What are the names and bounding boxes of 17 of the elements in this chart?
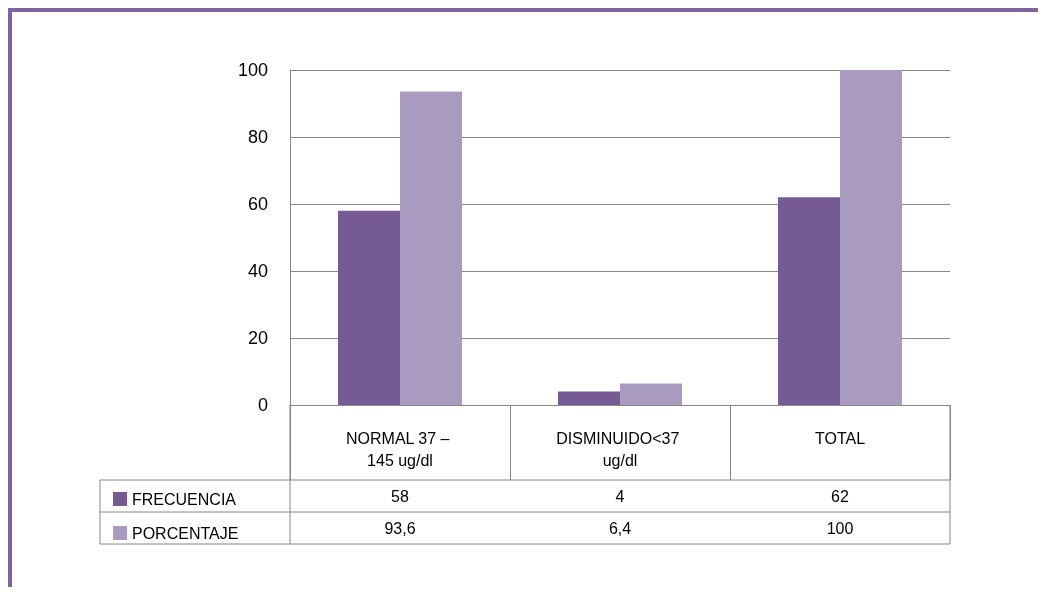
x-tick-label: DISMINUIDO<37 ug/dl (556, 429, 684, 469)
legend-label: FRECUENCIA (132, 490, 237, 508)
legend-label: PORCENTAJE (132, 524, 239, 542)
y-tick-label: 20 (247, 328, 268, 348)
y-tick-label: 100 (237, 60, 268, 80)
x-tick-label: TOTAL (814, 429, 866, 447)
y-tick-label: 40 (247, 261, 268, 281)
y-tick-label: 0 (257, 395, 268, 415)
data-label: 4 (615, 487, 625, 505)
data-label: 93,6 (384, 519, 416, 537)
data-label: 62 (831, 487, 849, 505)
data-label: 6,4 (608, 519, 632, 537)
y-tick-label: 80 (247, 127, 268, 147)
y-tick-label: 60 (247, 194, 268, 214)
x-tick-label: NORMAL 37 – 145 ug/dl (346, 429, 454, 469)
data-label: 58 (391, 487, 409, 505)
data-label: 100 (826, 519, 854, 537)
